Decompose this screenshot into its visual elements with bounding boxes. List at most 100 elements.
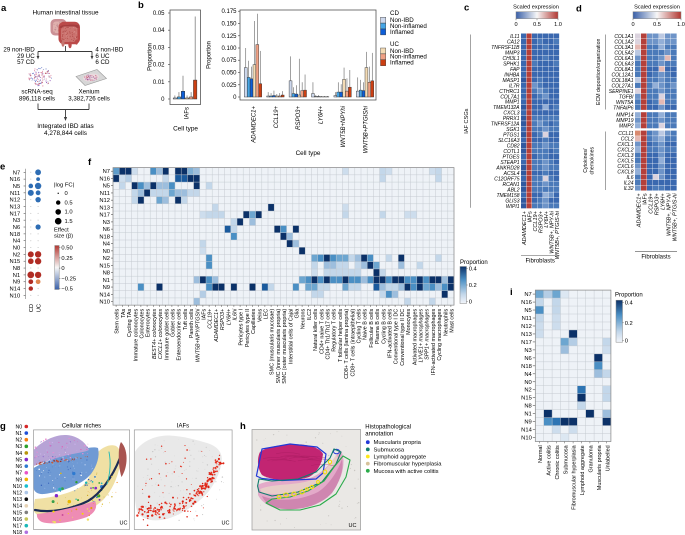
svg-text:N4: N4 xyxy=(524,372,532,378)
svg-text:Effect: Effect xyxy=(54,228,69,234)
svg-text:Cycling T cells: Cycling T cells xyxy=(357,309,363,344)
svg-text:IL6: IL6 xyxy=(627,175,634,181)
svg-text:Monocytes: Monocytes xyxy=(406,309,412,335)
svg-text:Inflamed: Inflamed xyxy=(390,29,414,36)
svg-text:N10: N10 xyxy=(10,293,21,299)
svg-text:ADAMDEC1+: ADAMDEC1+ xyxy=(214,309,220,343)
svg-text:RSPO3+: RSPO3+ xyxy=(539,210,545,233)
svg-text:N16: N16 xyxy=(10,177,21,183)
svg-text:Xenium: Xenium xyxy=(79,89,100,96)
svg-text:N7: N7 xyxy=(103,169,110,175)
svg-text:Cell type: Cell type xyxy=(296,150,321,157)
svg-text:0.50: 0.50 xyxy=(61,246,72,252)
svg-text:N5: N5 xyxy=(13,184,20,190)
svg-text:TAs: TAs xyxy=(121,308,127,317)
svg-text:Follicular B cells: Follicular B cells xyxy=(369,309,375,348)
svg-text:annotation: annotation xyxy=(365,432,393,438)
svg-text:CXCL6: CXCL6 xyxy=(617,164,633,170)
svg-text:IL11: IL11 xyxy=(510,34,520,40)
svg-text:Paneth cells: Paneth cells xyxy=(189,309,195,339)
svg-text:TMEM132A: TMEM132A xyxy=(493,105,520,111)
svg-text:Fibroblasts: Fibroblasts xyxy=(641,255,670,261)
svg-text:WNT5B+, PTGIS-hi: WNT5B+, PTGIS-hi xyxy=(555,210,561,259)
svg-text:d: d xyxy=(576,4,582,15)
svg-text:SMC (outer muscularis propria): SMC (outer muscularis propria) xyxy=(282,309,288,384)
svg-text:N5: N5 xyxy=(16,457,23,463)
svg-text:TMEM158: TMEM158 xyxy=(496,193,519,199)
svg-text:Naive B cells: Naive B cells xyxy=(363,309,369,340)
svg-text:IL7R: IL7R xyxy=(509,83,520,89)
svg-text:N3: N3 xyxy=(103,220,110,226)
svg-text:RSPO3+: RSPO3+ xyxy=(296,106,302,130)
svg-text:Cellular niches: Cellular niches xyxy=(62,424,101,430)
svg-text:Human intestinal tissue: Human intestinal tissue xyxy=(32,10,99,17)
svg-text:RSPO3+: RSPO3+ xyxy=(220,309,226,330)
svg-text:Lymphoid aggregate: Lymphoid aggregate xyxy=(374,455,427,461)
svg-text:N12: N12 xyxy=(99,198,110,204)
svg-text:0.04: 0.04 xyxy=(153,28,165,34)
svg-text:0.150: 0.150 xyxy=(221,22,237,28)
svg-text:UC: UC xyxy=(390,41,399,48)
svg-text:Tuft cells: Tuft cells xyxy=(183,309,189,331)
svg-text:WNT5B+, NPY-hi: WNT5B+, NPY-hi xyxy=(666,193,672,236)
svg-text:N0: N0 xyxy=(16,424,23,430)
svg-text:WNT5B+PTGIShi: WNT5B+PTGIShi xyxy=(363,105,369,153)
svg-text:Mucosa with active colitis: Mucosa with active colitis xyxy=(374,469,439,475)
svg-text:CCL19+: CCL19+ xyxy=(533,210,539,231)
svg-text:N16: N16 xyxy=(521,300,532,306)
svg-text:Muscularis propria: Muscularis propria xyxy=(374,440,422,446)
svg-text:0.5: 0.5 xyxy=(653,22,661,28)
svg-text:Neutrophils: Neutrophils xyxy=(443,309,449,337)
svg-text:N15: N15 xyxy=(10,259,21,265)
svg-text:CXCL5: CXCL5 xyxy=(617,159,633,165)
svg-text:N1: N1 xyxy=(16,431,23,437)
svg-text:6 UC: 6 UC xyxy=(95,53,110,60)
svg-text:IAFs: IAFs xyxy=(642,193,648,205)
svg-text:N14: N14 xyxy=(10,287,21,293)
svg-text:N12: N12 xyxy=(521,324,532,330)
svg-text:LY6H+: LY6H+ xyxy=(319,106,325,124)
svg-text:h: h xyxy=(240,421,246,432)
svg-text:N15: N15 xyxy=(13,510,23,516)
svg-text:MMP14: MMP14 xyxy=(616,113,633,119)
svg-text:PRRX1: PRRX1 xyxy=(503,116,520,122)
svg-text:Cycling TAs: Cycling TAs xyxy=(127,309,133,338)
svg-text:b: b xyxy=(138,0,144,11)
svg-text:Histopathological: Histopathological xyxy=(365,425,411,431)
svg-text:N14: N14 xyxy=(13,504,23,510)
svg-text:CCL19+: CCL19+ xyxy=(208,309,214,329)
svg-text:WIPI1: WIPI1 xyxy=(506,204,520,210)
svg-text:TGFBI: TGFBI xyxy=(619,94,634,100)
svg-text:N12: N12 xyxy=(10,198,21,204)
svg-text:−0.5: −0.5 xyxy=(61,287,72,293)
svg-text:1.0: 1.0 xyxy=(554,22,562,28)
svg-text:Cytokines/: Cytokines/ xyxy=(583,148,589,173)
svg-text:N2: N2 xyxy=(13,252,20,258)
svg-text:SMC (inner muscularis propria): SMC (inner muscularis propria) xyxy=(276,309,282,384)
svg-text:N13: N13 xyxy=(521,332,532,338)
svg-text:N0: N0 xyxy=(103,249,110,255)
svg-text:0: 0 xyxy=(161,97,165,103)
svg-text:Proportion: Proportion xyxy=(148,43,154,71)
svg-text:COTL1: COTL1 xyxy=(503,149,519,155)
svg-text:N6: N6 xyxy=(13,225,20,231)
svg-text:N6: N6 xyxy=(524,356,531,362)
svg-text:INHBA: INHBA xyxy=(504,72,520,78)
svg-text:LY6H+: LY6H+ xyxy=(544,210,550,227)
svg-text:ADAMDEC1+: ADAMDEC1+ xyxy=(636,193,642,229)
svg-text:WNT5B+, NPY-hi: WNT5B+, NPY-hi xyxy=(550,210,556,253)
svg-text:TNFRSF12A: TNFRSF12A xyxy=(491,122,520,128)
svg-text:Scaled expression: Scaled expression xyxy=(513,5,559,11)
svg-text:N5: N5 xyxy=(103,184,110,190)
svg-text:scRNA-seq: scRNA-seq xyxy=(21,89,53,96)
svg-text:IAFs: IAFs xyxy=(177,424,189,430)
svg-text:ECM deposition/organization: ECM deposition/organization xyxy=(596,39,602,105)
svg-text:N10: N10 xyxy=(13,484,23,490)
svg-text:SERPINE1: SERPINE1 xyxy=(609,89,634,95)
svg-text:−0.25: −0.25 xyxy=(61,276,76,282)
svg-text:Cycling B cells: Cycling B cells xyxy=(381,309,387,344)
svg-text:Conventional type II DC: Conventional type II DC xyxy=(400,309,406,366)
svg-text:N0: N0 xyxy=(13,246,20,252)
svg-text:COL3A1: COL3A1 xyxy=(614,45,633,51)
svg-text:Scaled expression: Scaled expression xyxy=(634,5,680,11)
